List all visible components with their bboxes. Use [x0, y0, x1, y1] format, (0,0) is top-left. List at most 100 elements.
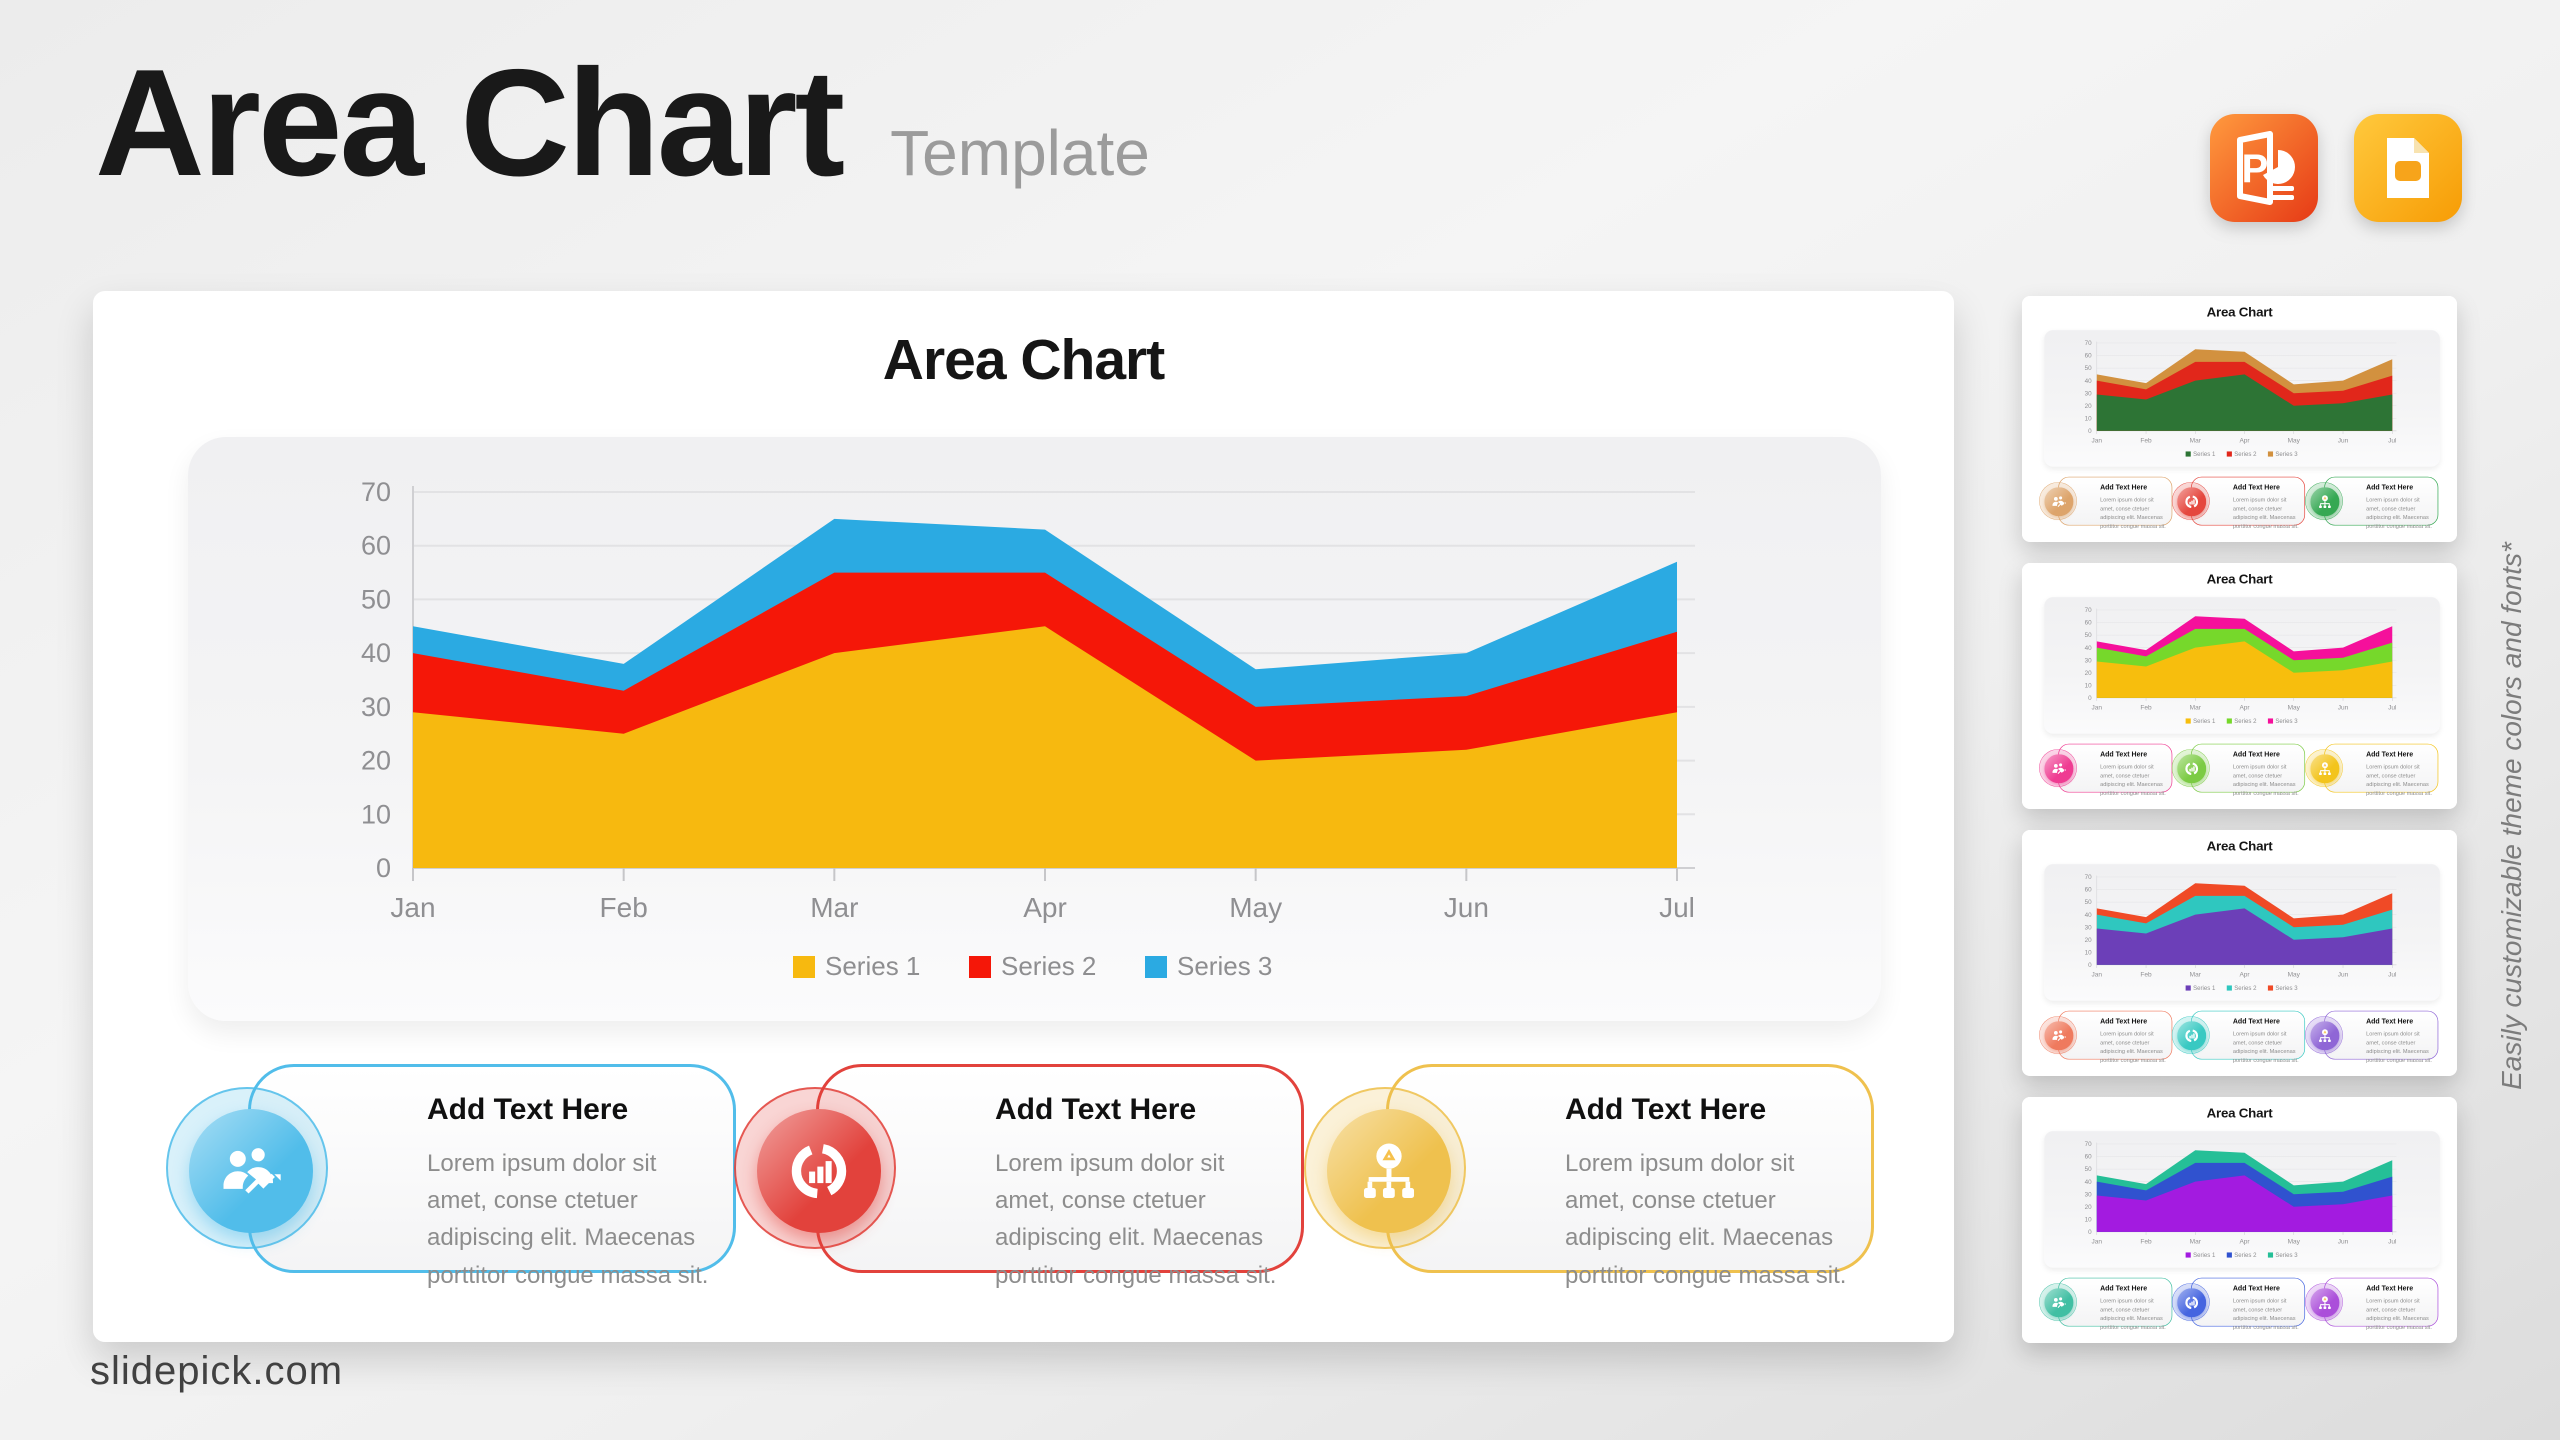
- x-tick-label: Jan: [2092, 971, 2103, 978]
- area-chart-panel: Jan Feb Mar Apr May Jun Jul 0 10 20 30 40 50 60 70 Seri…: [2044, 597, 2440, 734]
- add-text-box[interactable]: Add Text Here Lorem ipsum dolor sit amet,…: [2039, 1277, 2173, 1330]
- area-series-1: [413, 626, 1677, 868]
- textbox-body: Lorem ipsum dolor sit amet, conse ctetue…: [2366, 1030, 2432, 1064]
- y-tick-label: 60: [2085, 887, 2093, 894]
- y-tick-label: 0: [2088, 695, 2092, 702]
- idea-tree-icon: [2310, 1021, 2340, 1051]
- x-tick-label: Jun: [2338, 971, 2349, 978]
- x-tick-label: Jan: [2092, 437, 2103, 444]
- area-series-1: [2096, 1175, 2393, 1232]
- y-tick-label: 30: [2085, 657, 2093, 664]
- y-tick-label: 10: [2085, 949, 2093, 956]
- slide-thumbnail-4[interactable]: Area Chart Jan Feb Mar Apr May Jun Jul 0 10 20 30 40…: [2022, 1097, 2457, 1343]
- slide-chart-title: Area Chart: [2206, 838, 2273, 854]
- idea-tree-icon: [2310, 487, 2340, 517]
- x-tick-label: Jun: [2338, 437, 2349, 444]
- area-series-1: [2096, 908, 2393, 965]
- donut-chart-icon: [2177, 1288, 2207, 1318]
- x-tick-label: May: [2288, 971, 2301, 978]
- add-text-box[interactable]: Add Text Here Lorem ipsum dolor sit amet,…: [2171, 476, 2306, 529]
- x-tick-label: Feb: [2140, 971, 2152, 978]
- legend-label: Series 3: [2275, 986, 2298, 992]
- y-tick-label: 20: [2085, 670, 2093, 677]
- y-tick-label: 10: [2085, 682, 2093, 689]
- slide-thumbnail-3[interactable]: Area Chart Jan Feb Mar Apr May Jun Jul 0 10 20 30 40…: [2022, 830, 2457, 1076]
- y-tick-label: 60: [2085, 1154, 2093, 1161]
- area-chart: Jan Feb Mar Apr May Jun Jul 0 10 20 30 40 50 60 70 Seri…: [361, 477, 1695, 981]
- add-text-box[interactable]: Add Text Here Lorem ipsum dolor sit amet,…: [166, 1064, 736, 1289]
- people-growth-icon: [2044, 1288, 2074, 1318]
- y-tick-label: 50: [2085, 1166, 2093, 1173]
- textbox-body: Lorem ipsum dolor sit amet, conse ctetue…: [427, 1150, 709, 1289]
- x-tick-label: Mar: [2190, 1238, 2202, 1245]
- slide-thumbnail-1[interactable]: Area Chart Jan Feb Mar Apr May Jun Jul 0 10 20 30 40…: [2022, 296, 2457, 542]
- add-text-box[interactable]: Add Text Here Lorem ipsum dolor sit amet,…: [2171, 1277, 2306, 1330]
- add-text-box[interactable]: Add Text Here Lorem ipsum dolor sit amet,…: [2039, 1010, 2173, 1063]
- svg-text:P: P: [2242, 147, 2269, 191]
- y-tick-label: 10: [361, 799, 391, 829]
- slide-thumbnail-2[interactable]: Area Chart Jan Feb Mar Apr May Jun Jul 0 10 20 30 40…: [2022, 563, 2457, 809]
- people-growth-icon: [189, 1109, 313, 1233]
- area-chart: Jan Feb Mar Apr May Jun Jul 0 10 20 30 40 50 60 70 Seri…: [2085, 340, 2397, 458]
- add-text-box[interactable]: Add Text Here Lorem ipsum dolor sit amet,…: [2305, 1277, 2439, 1330]
- y-tick-label: 20: [361, 746, 391, 776]
- y-tick-label: 70: [2085, 340, 2093, 347]
- y-tick-label: 70: [361, 477, 391, 507]
- x-tick-label: Feb: [2140, 437, 2152, 444]
- add-text-box[interactable]: Add Text Here Lorem ipsum dolor sit amet,…: [2305, 476, 2439, 529]
- legend-label: Series 3: [1177, 951, 1272, 981]
- y-tick-label: 10: [2085, 1216, 2093, 1223]
- y-tick-label: 40: [2085, 645, 2093, 652]
- textbox-title: Add Text Here: [2366, 1284, 2414, 1293]
- legend-label: Series 3: [2275, 452, 2298, 458]
- textbox-body: Lorem ipsum dolor sit amet, conse ctetue…: [2366, 496, 2432, 530]
- thumbnail-scaler: Area Chart Jan Feb Mar Apr May Jun Jul 0 10 20 30 40…: [2022, 296, 2457, 542]
- y-tick-label: 20: [2085, 403, 2093, 410]
- add-text-box[interactable]: Add Text Here Lorem ipsum dolor sit amet,…: [2171, 1010, 2306, 1063]
- y-tick-label: 0: [2088, 962, 2092, 969]
- thumbnail-scaler: Area Chart Jan Feb Mar Apr May Jun Jul 0 10 20 30 40…: [2022, 830, 2457, 1076]
- textbox-title: Add Text Here: [2100, 1284, 2148, 1293]
- donut-chart-icon: [757, 1109, 881, 1233]
- y-tick-label: 40: [361, 638, 391, 668]
- textbox-title: Add Text Here: [2232, 1284, 2280, 1293]
- google-slides-icon[interactable]: [2354, 114, 2462, 222]
- area-chart-panel: Jan Feb Mar Apr May Jun Jul 0 10 20 30 40 50 60 70 Seri…: [188, 437, 1881, 1021]
- y-tick-label: 30: [2085, 1191, 2093, 1198]
- legend-label: Series 1: [825, 951, 920, 981]
- y-tick-label: 0: [2088, 1229, 2092, 1236]
- y-tick-label: 70: [2085, 607, 2093, 614]
- x-tick-label: May: [2288, 1238, 2301, 1245]
- x-tick-label: Jan: [390, 892, 435, 923]
- site-url: slidepick.com: [90, 1349, 344, 1393]
- y-tick-label: 30: [361, 692, 391, 722]
- y-tick-label: 20: [2085, 1204, 2093, 1211]
- x-tick-label: Apr: [1023, 892, 1067, 923]
- area-series-1: [2096, 641, 2393, 698]
- export-format-badges: P: [2210, 114, 2462, 222]
- donut-chart-icon: [2177, 1021, 2207, 1051]
- slide-thumb-1: Area Chart Jan Feb Mar Apr May Jun Jul 0 10 20 30 40…: [2022, 296, 2457, 542]
- x-tick-label: Jun: [2338, 1238, 2349, 1245]
- x-tick-label: Apr: [2239, 437, 2250, 444]
- add-text-box[interactable]: Add Text Here Lorem ipsum dolor sit amet,…: [2171, 743, 2306, 796]
- legend-label: Series 3: [2275, 719, 2298, 725]
- x-tick-label: Jul: [1659, 892, 1695, 923]
- y-tick-label: 50: [2085, 632, 2093, 639]
- x-tick-label: Apr: [2239, 1238, 2250, 1245]
- add-text-box[interactable]: Add Text Here Lorem ipsum dolor sit amet,…: [2305, 743, 2439, 796]
- y-tick-label: 50: [2085, 899, 2093, 906]
- add-text-box[interactable]: Add Text Here Lorem ipsum dolor sit amet,…: [734, 1064, 1304, 1289]
- x-tick-label: Jul: [2388, 704, 2397, 711]
- add-text-box[interactable]: Add Text Here Lorem ipsum dolor sit amet,…: [2305, 1010, 2439, 1063]
- textbox-title: Add Text Here: [2232, 750, 2280, 759]
- thumbnail-scaler: Area Chart Jan Feb Mar Apr May Jun Jul 0 10 20 30 40…: [2022, 563, 2457, 809]
- legend-label: Series 2: [2234, 986, 2257, 992]
- add-text-box[interactable]: Add Text Here Lorem ipsum dolor sit amet,…: [1304, 1064, 1874, 1289]
- add-text-box[interactable]: Add Text Here Lorem ipsum dolor sit amet,…: [2039, 743, 2173, 796]
- powerpoint-icon[interactable]: P: [2210, 114, 2318, 222]
- textbox-title: Add Text Here: [427, 1093, 629, 1126]
- add-text-box[interactable]: Add Text Here Lorem ipsum dolor sit amet,…: [2039, 476, 2173, 529]
- y-tick-label: 70: [2085, 874, 2093, 881]
